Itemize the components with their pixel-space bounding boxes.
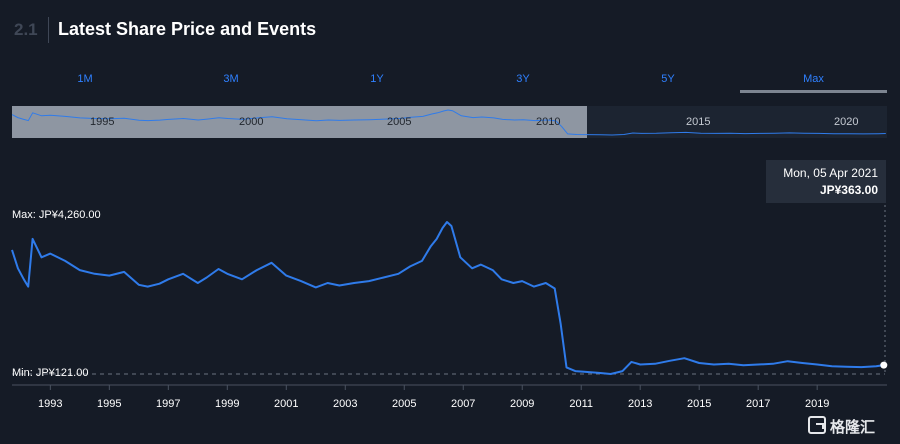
tab-5y[interactable]: 5Y bbox=[661, 73, 675, 85]
section-number: 2.1 bbox=[14, 20, 38, 39]
x-tick-label: 2011 bbox=[569, 398, 593, 410]
tab-3y[interactable]: 3Y bbox=[516, 73, 530, 85]
tab-1m[interactable]: 1M bbox=[77, 73, 93, 85]
x-tick-label: 2007 bbox=[451, 398, 475, 410]
navigator-sparkline-svg bbox=[12, 109, 886, 136]
section-divider bbox=[48, 17, 49, 43]
navigator-year-2005: 2005 bbox=[387, 116, 412, 128]
latest-price-marker[interactable] bbox=[880, 361, 888, 369]
navigator-year-2015: 2015 bbox=[686, 116, 711, 128]
watermark-logo: 格隆汇 bbox=[808, 414, 898, 438]
navigator-year-1995: 1995 bbox=[90, 116, 115, 128]
x-tick-label: 2015 bbox=[687, 398, 711, 410]
tab-3m[interactable]: 3M bbox=[223, 73, 239, 85]
navigator-sparkline bbox=[12, 109, 886, 136]
tooltip-date: Mon, 05 Apr 2021 bbox=[783, 166, 878, 180]
x-tick-label: 1999 bbox=[215, 398, 239, 410]
x-tick-label: 2001 bbox=[274, 398, 298, 410]
section-title: Latest Share Price and Events bbox=[58, 19, 317, 39]
price-tooltip: Mon, 05 Apr 2021 JP¥363.00 bbox=[766, 160, 886, 203]
x-tick-label: 1997 bbox=[156, 398, 180, 410]
x-tick-label: 2005 bbox=[392, 398, 416, 410]
navigator-unselected-region bbox=[587, 106, 887, 138]
logo-text: 格隆汇 bbox=[830, 419, 876, 436]
section-header: 2.1 Latest Share Price and Events bbox=[0, 0, 900, 60]
navigator-year-2010: 2010 bbox=[536, 116, 561, 128]
range-navigator[interactable]: 1995 2000 2005 2010 2015 2020 bbox=[12, 106, 887, 138]
x-tick-label: 2017 bbox=[746, 398, 770, 410]
max-price-label: Max: JP¥4,260.00 bbox=[12, 209, 101, 221]
x-tick-label: 2009 bbox=[510, 398, 534, 410]
tab-max[interactable]: Max bbox=[740, 70, 887, 93]
x-tick-label: 1995 bbox=[97, 398, 121, 410]
tooltip-price: JP¥363.00 bbox=[819, 183, 878, 197]
x-tick-label: 2003 bbox=[333, 398, 357, 410]
share-price-line bbox=[11, 221, 884, 375]
x-tick-label: 2019 bbox=[805, 398, 829, 410]
x-tick-label: 2013 bbox=[628, 398, 652, 410]
navigator-year-2020: 2020 bbox=[834, 116, 859, 128]
logo-icon bbox=[808, 416, 826, 434]
time-range-tabs: 1M 3M 1Y 3Y 5Y Max bbox=[12, 70, 887, 93]
min-price-label: Min: JP¥121.00 bbox=[12, 367, 89, 379]
tab-1y[interactable]: 1Y bbox=[370, 73, 384, 85]
navigator-year-2000: 2000 bbox=[239, 116, 264, 128]
x-tick-label: 1993 bbox=[38, 398, 62, 410]
